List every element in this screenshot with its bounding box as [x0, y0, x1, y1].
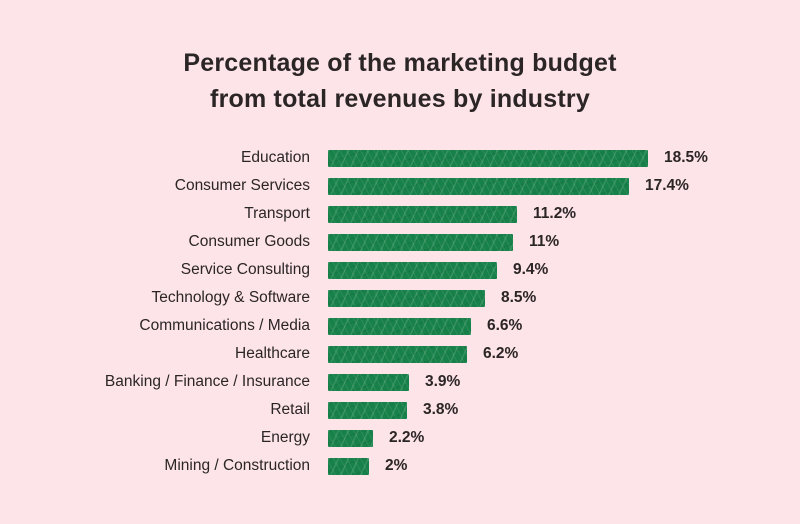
category-label: Education	[241, 149, 310, 166]
category-label: Technology & Software	[151, 289, 310, 306]
chart-row: Energy 2.2%	[0, 424, 800, 452]
value-label: 3.9%	[425, 373, 461, 390]
bar	[328, 373, 409, 391]
bar	[328, 401, 407, 419]
chart-row: Mining / Construction 2%	[0, 452, 800, 480]
category-label: Consumer Services	[174, 177, 310, 194]
bar	[328, 429, 373, 447]
chart-row: Healthcare 6.2%	[0, 340, 800, 368]
category-label: Transport	[244, 205, 310, 222]
value-label: 6.2%	[483, 345, 519, 362]
chart-title: Percentage of the marketing budget from …	[0, 45, 800, 117]
category-label: Banking / Finance / Insurance	[104, 373, 310, 390]
category-label: Communications / Media	[139, 317, 310, 334]
bar	[328, 345, 467, 363]
chart-title-line1: Percentage of the marketing budget	[183, 49, 617, 77]
category-label: Service Consulting	[180, 261, 310, 278]
chart-row: Technology & Software 8.5%	[0, 284, 800, 312]
value-label: 2.2%	[389, 429, 425, 446]
chart-row: Consumer Goods 11%	[0, 228, 800, 256]
bar	[328, 289, 485, 307]
category-label: Mining / Construction	[164, 457, 310, 474]
chart-row: Retail 3.8%	[0, 396, 800, 424]
bar	[328, 205, 517, 223]
chart-row: Banking / Finance / Insurance 3.9%	[0, 368, 800, 396]
value-label: 17.4%	[645, 177, 689, 194]
bar	[328, 177, 629, 195]
value-label: 2%	[385, 457, 408, 474]
value-label: 11.2%	[533, 205, 577, 222]
category-label: Energy	[260, 429, 310, 446]
chart-row: Consumer Services 17.4%	[0, 172, 800, 200]
chart-row: Service Consulting 9.4%	[0, 256, 800, 284]
bar	[328, 149, 648, 167]
value-label: 11%	[529, 233, 560, 250]
category-label: Healthcare	[235, 345, 310, 362]
bar	[328, 457, 369, 475]
bar	[328, 317, 471, 335]
chart-rows: Education 18.5% Consumer Services 17.4% …	[0, 144, 800, 480]
bar	[328, 261, 497, 279]
chart-row: Education 18.5%	[0, 144, 800, 172]
category-label: Consumer Goods	[188, 233, 310, 250]
chart-row: Communications / Media 6.6%	[0, 312, 800, 340]
chart-row: Transport 11.2%	[0, 200, 800, 228]
value-label: 18.5%	[664, 149, 708, 166]
value-label: 6.6%	[487, 317, 523, 334]
value-label: 8.5%	[501, 289, 537, 306]
value-label: 3.8%	[423, 401, 459, 418]
bar	[328, 233, 513, 251]
value-label: 9.4%	[513, 261, 549, 278]
chart-title-line2: from total revenues by industry	[210, 85, 590, 113]
category-label: Retail	[270, 401, 310, 418]
